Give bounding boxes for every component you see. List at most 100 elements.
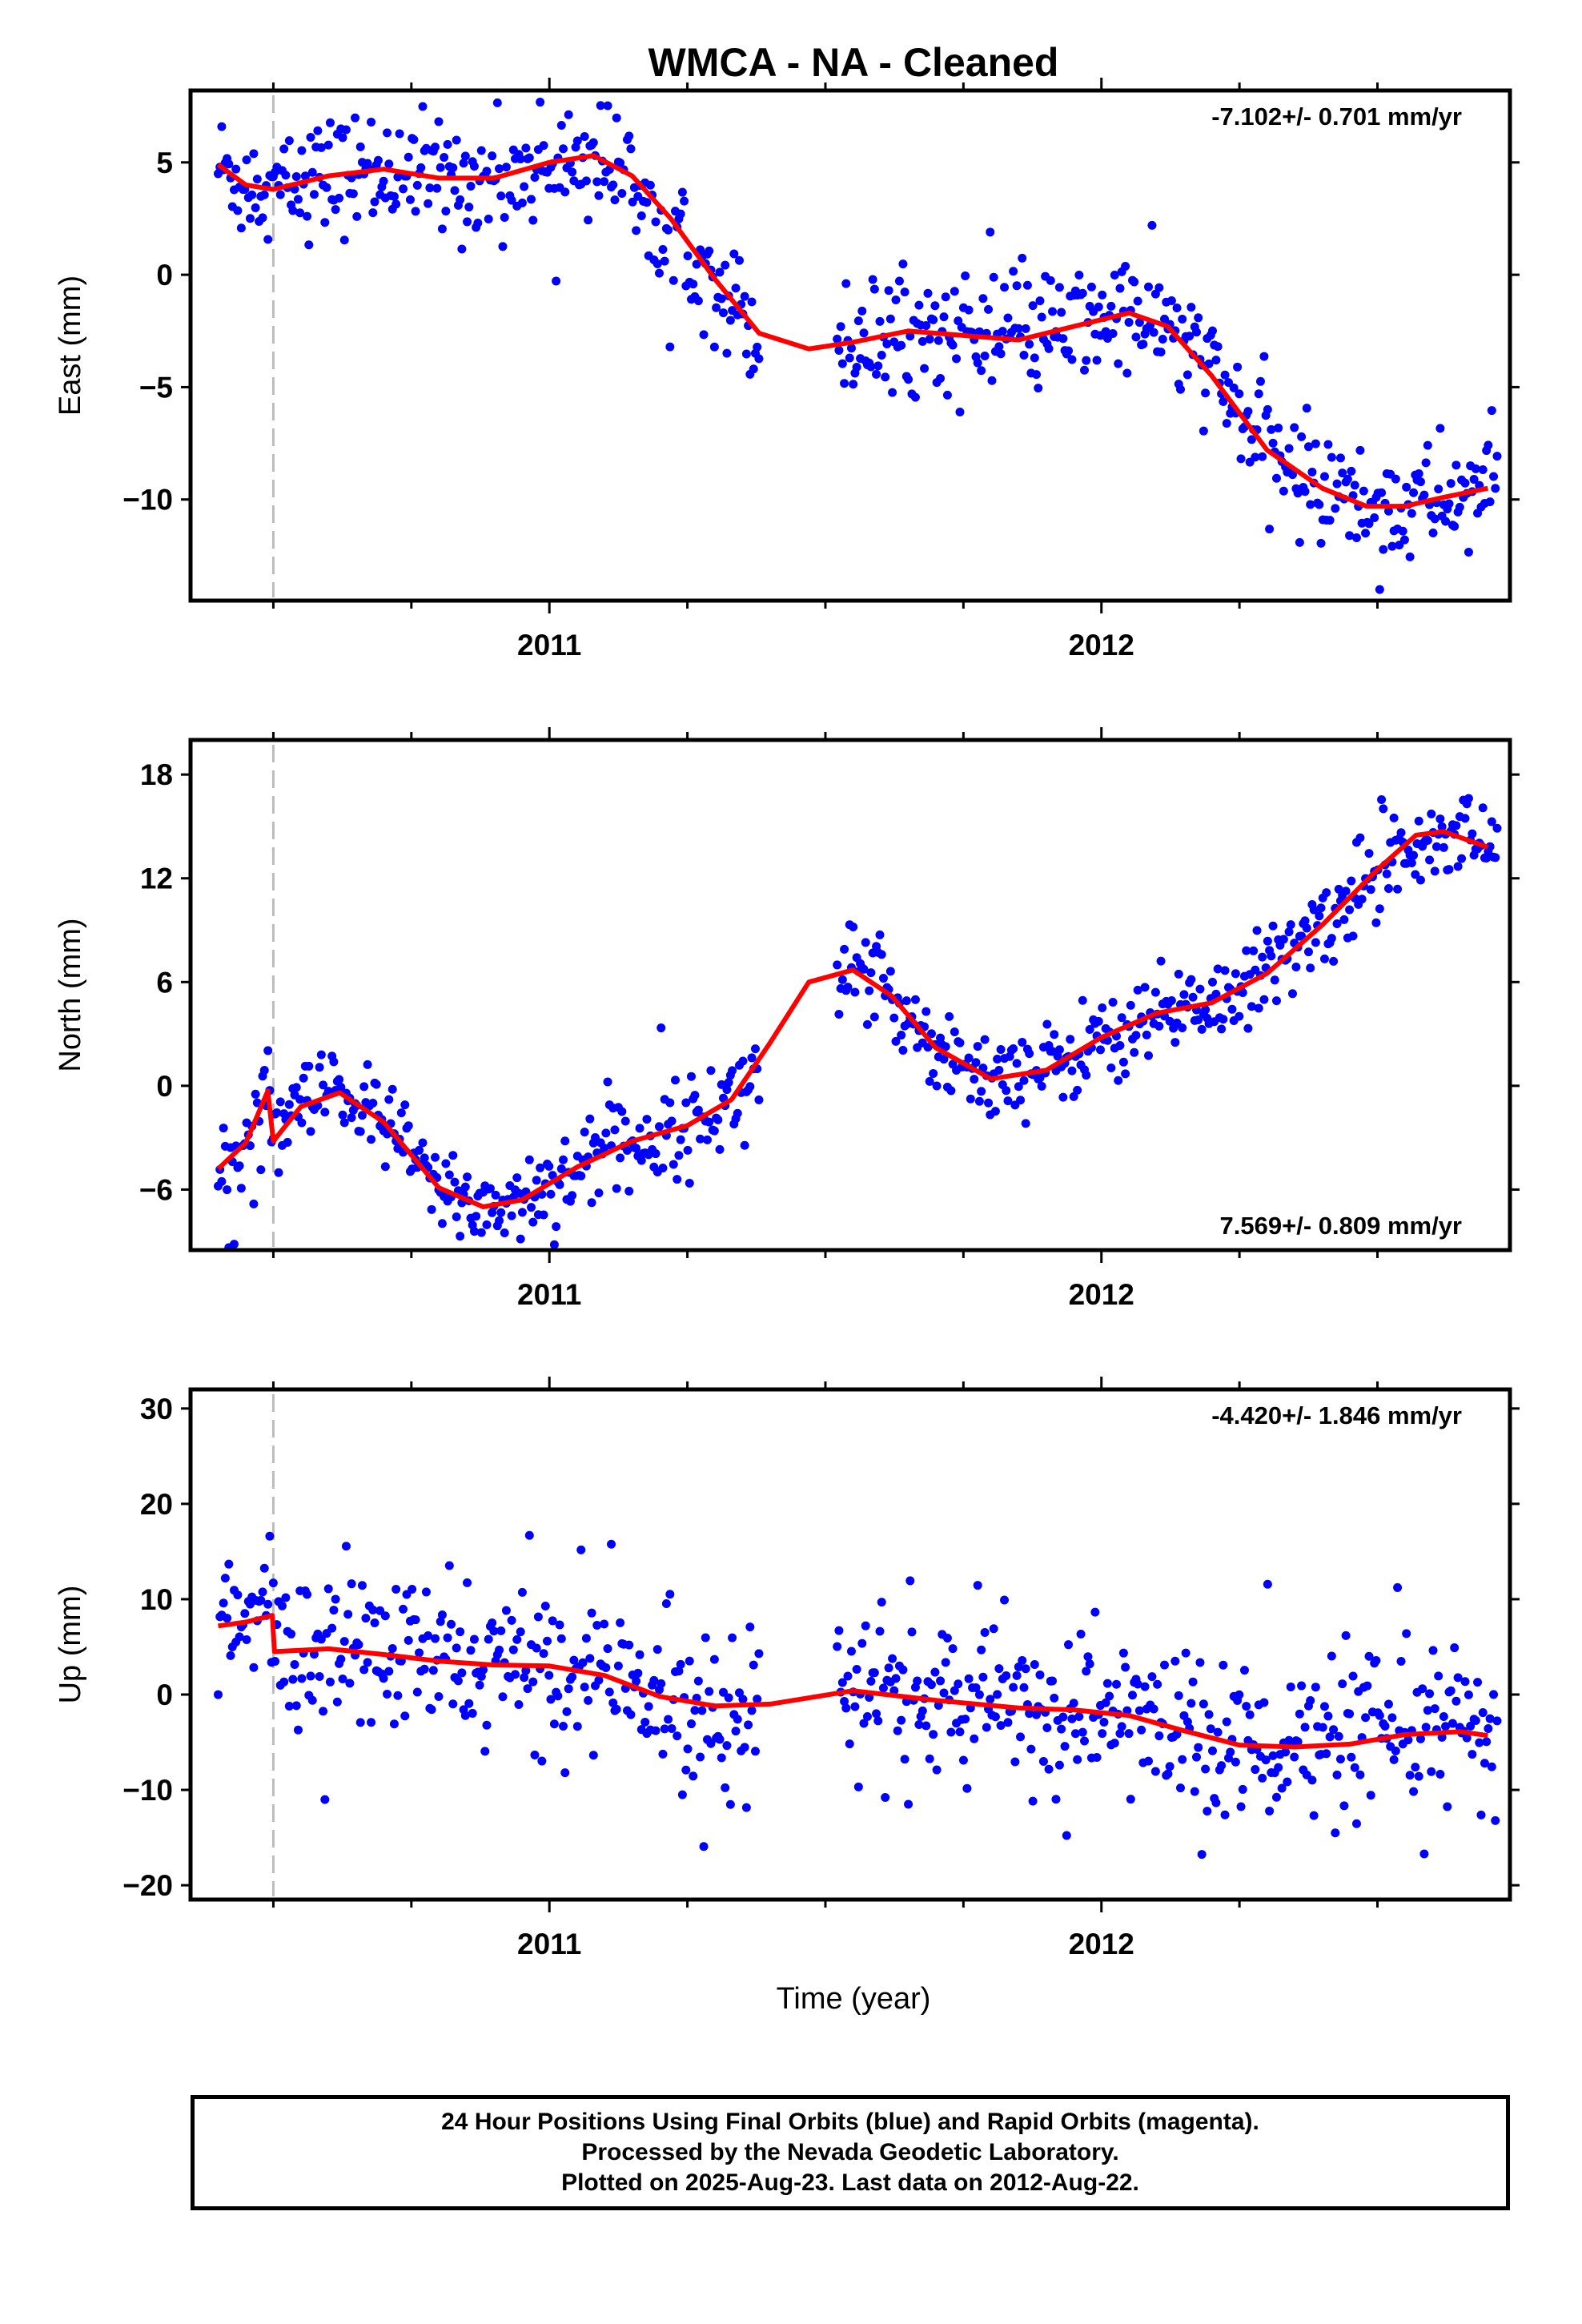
data-point <box>989 272 998 282</box>
y-tick-label: −10 <box>122 1774 173 1807</box>
data-point <box>1054 1760 1064 1770</box>
data-point <box>1290 423 1299 432</box>
data-point <box>754 1095 764 1104</box>
data-point <box>1034 384 1043 393</box>
data-point <box>572 136 582 146</box>
data-point <box>872 369 881 379</box>
data-point <box>295 208 305 218</box>
data-point <box>1048 307 1058 316</box>
data-point <box>327 1623 337 1633</box>
data-point <box>705 1117 714 1127</box>
data-point <box>873 361 883 371</box>
data-point <box>581 176 591 186</box>
data-point <box>1265 1806 1275 1815</box>
data-point <box>626 1710 636 1719</box>
data-point <box>1487 406 1496 416</box>
data-point <box>1035 1670 1045 1679</box>
data-point <box>1452 1696 1461 1706</box>
data-point <box>616 158 625 167</box>
data-point <box>488 151 497 161</box>
data-point <box>1469 475 1479 485</box>
data-point <box>1402 1629 1411 1638</box>
data-point <box>941 1658 950 1667</box>
data-point <box>857 1638 867 1648</box>
y-tick-label: 18 <box>140 758 173 791</box>
data-point <box>715 1735 725 1744</box>
data-point <box>1303 947 1313 957</box>
data-point <box>1098 1729 1107 1739</box>
data-point <box>1220 1810 1230 1819</box>
data-point <box>885 314 895 324</box>
data-point <box>1331 1828 1340 1838</box>
data-point <box>1364 519 1374 529</box>
data-point <box>441 1159 451 1168</box>
data-point <box>380 1611 390 1621</box>
data-point <box>368 208 378 218</box>
data-point <box>1174 969 1183 979</box>
data-point <box>1315 500 1324 509</box>
data-point <box>958 1755 968 1765</box>
data-point <box>291 1701 301 1711</box>
data-point <box>1332 919 1342 929</box>
data-point <box>1300 487 1310 497</box>
data-point <box>259 1065 269 1075</box>
data-point <box>1403 1735 1413 1745</box>
data-point <box>1108 997 1118 1007</box>
data-point <box>380 1162 390 1172</box>
data-point <box>484 214 493 223</box>
data-point <box>1060 1742 1070 1751</box>
data-point <box>893 1726 902 1735</box>
data-point <box>290 1660 299 1670</box>
data-point <box>1219 1660 1228 1670</box>
data-point <box>1270 975 1279 985</box>
data-point <box>658 245 668 255</box>
y-tick-label: 0 <box>156 259 173 292</box>
data-point <box>925 1076 934 1086</box>
data-point <box>235 1161 244 1171</box>
data-point <box>850 987 860 997</box>
data-point <box>1165 1762 1174 1771</box>
data-point <box>1329 628 1338 637</box>
data-point <box>1281 1747 1291 1757</box>
data-point <box>660 256 669 266</box>
data-point <box>1231 969 1240 979</box>
data-point <box>926 1680 936 1690</box>
data-point <box>610 195 620 205</box>
data-point <box>297 1674 307 1683</box>
data-point <box>1332 479 1342 489</box>
data-point <box>914 300 924 310</box>
data-point <box>1050 1693 1059 1703</box>
data-point <box>990 1107 1000 1116</box>
data-point <box>1188 992 1198 1002</box>
data-point <box>986 1695 995 1704</box>
data-point <box>1021 324 1030 333</box>
data-point <box>363 1658 372 1667</box>
data-point <box>418 1138 428 1148</box>
data-point <box>412 180 422 190</box>
data-point <box>1014 1082 1023 1092</box>
data-point <box>1443 1802 1452 1811</box>
data-point <box>612 1184 621 1193</box>
data-point <box>434 117 444 127</box>
data-point <box>1153 1679 1162 1689</box>
data-point <box>444 1561 454 1570</box>
data-point <box>1133 1679 1142 1689</box>
data-point <box>1166 996 1176 1006</box>
data-point <box>681 1098 691 1108</box>
data-point <box>295 1095 305 1104</box>
data-point <box>884 1663 893 1673</box>
data-point <box>701 1633 710 1642</box>
data-point <box>725 316 735 325</box>
data-point <box>689 1771 698 1781</box>
data-point <box>1140 1682 1150 1691</box>
data-point <box>1435 814 1445 824</box>
data-point <box>383 1689 392 1699</box>
data-point <box>242 1634 251 1644</box>
data-point <box>1297 1681 1307 1691</box>
data-point <box>725 1799 735 1809</box>
data-point <box>898 259 908 269</box>
data-point <box>1371 918 1381 927</box>
data-point <box>877 950 886 959</box>
data-point <box>697 1706 707 1715</box>
data-point <box>1249 946 1259 955</box>
